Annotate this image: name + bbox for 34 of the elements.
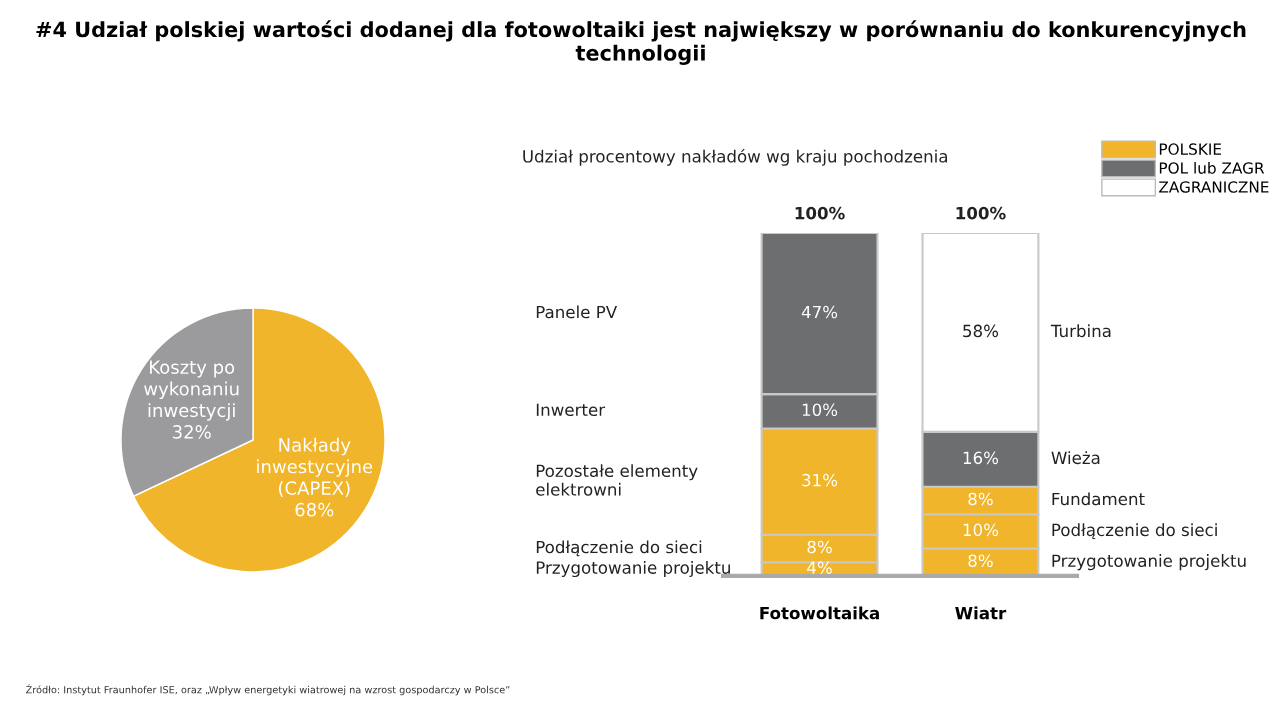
x-tick-label: Wiatr (955, 606, 1007, 620)
data-label: 58% (963, 324, 999, 338)
legend-label: POL lub ZAGR (1159, 161, 1265, 174)
text: Źródło: Instytut Fraunhofer ISE, oraz „Wpływ energetyki wiatrowej na wzrost gospodarczy w Polsce” (26, 684, 510, 696)
text: Inwerter (536, 403, 606, 417)
x-tick-label: Fotowoltaika (760, 606, 879, 620)
data-label: 4% (807, 561, 832, 574)
annotation: Fundament (1052, 492, 1145, 506)
annotation: Turbina (1050, 324, 1111, 338)
total-label: 100% (956, 206, 1006, 220)
legend-label: ZAGRANICZNE (1159, 181, 1269, 193)
text: #4 Udział polskiej wartości dodanej dla fotowoltaiki jest największy w porównaniu do konkurencyjnych technologii (36, 20, 1246, 65)
data-label: 16% (963, 451, 999, 465)
slice-label: Nakłady inwestycyjne (CAPEX) (257, 437, 373, 498)
data-label: 10% (963, 523, 999, 537)
slice-label: Koszty po wykonaniu inwestycji (144, 360, 239, 421)
data-label: 8% (807, 540, 832, 554)
text: Pozostałe elementy elektrowni (536, 464, 698, 496)
annotation: Przygotowanie projektu (536, 560, 730, 578)
legend-label: POLSKIE (1159, 143, 1222, 155)
data-label: 68% (295, 502, 334, 517)
data-label: 32% (173, 425, 211, 439)
annotation: Wieża (1051, 451, 1100, 465)
data-label: 47% (801, 305, 838, 319)
data-label: 10% (802, 403, 838, 417)
total-label: 100% (795, 206, 845, 220)
annotation: Podłączenie do sieci (1052, 523, 1217, 540)
text: Panele PV (536, 305, 618, 319)
data-label: 8% (968, 554, 993, 568)
chart-title: Udział procentowy nakładów wg kraju pochodzenia (523, 149, 947, 166)
data-label: 31% (802, 473, 838, 487)
text: Podłączenie do sieci (536, 540, 702, 557)
data-label: 8% (968, 492, 993, 506)
annotation: Przygotowanie projektu (1052, 554, 1246, 571)
